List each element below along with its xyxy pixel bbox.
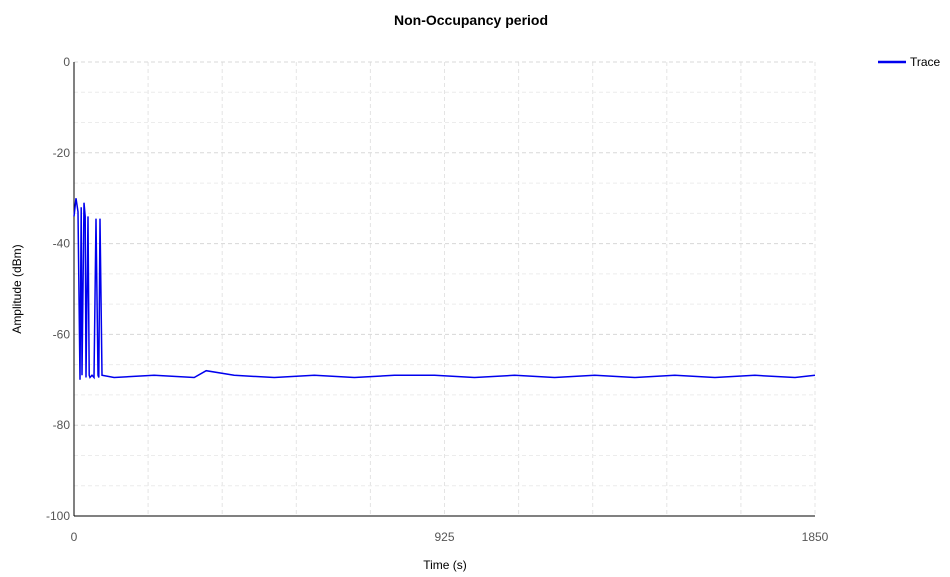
legend: Trace [878,55,941,69]
y-tick-label: -80 [53,418,71,432]
legend-label-trace: Trace [910,55,941,69]
y-axis-label: Amplitude (dBm) [10,244,24,333]
y-tick-label: -100 [46,509,70,523]
series-line-trace [73,198,816,380]
x-tick-label: 0 [71,530,78,544]
y-tick-labels: 0 -20 -40 -60 -80 -100 [46,55,70,523]
x-tick-label: 925 [434,530,454,544]
grid [74,61,816,517]
y-tick-label: -60 [53,327,71,341]
chart-title: Non-Occupancy period [394,12,548,28]
x-tick-labels: 0 925 1850 [71,530,829,544]
x-axis-label: Time (s) [423,558,467,572]
y-tick-label: 0 [63,55,70,69]
y-tick-label: -40 [53,237,71,251]
x-tick-label: 1850 [802,530,829,544]
y-tick-label: -20 [53,146,71,160]
